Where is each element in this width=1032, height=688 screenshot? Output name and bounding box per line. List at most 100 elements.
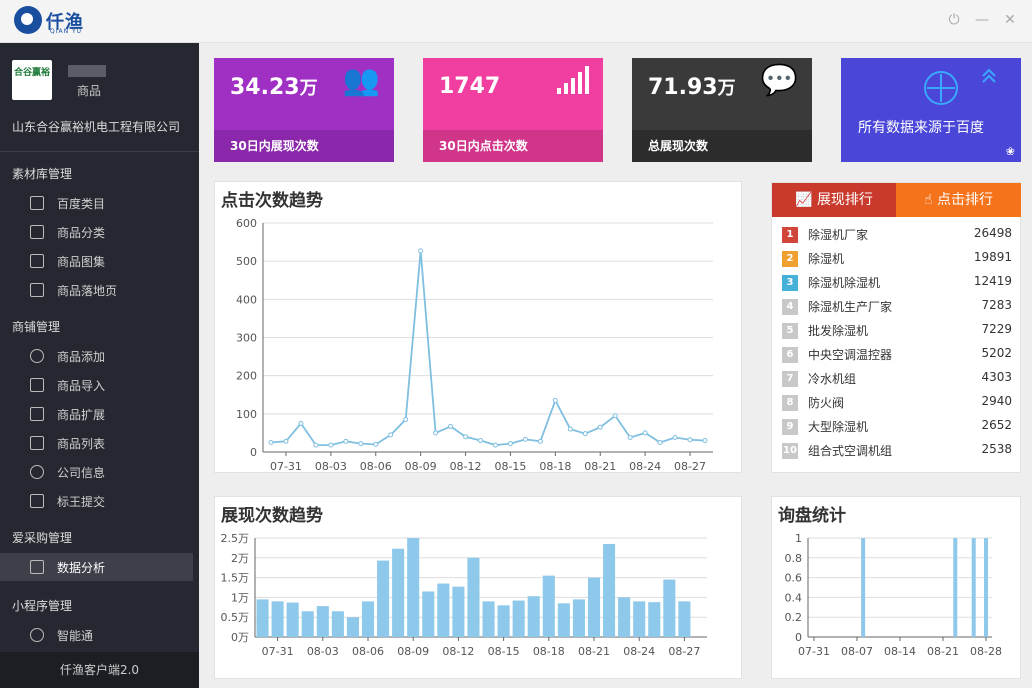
- sidebar-item-badge-submit[interactable]: 标王提交: [0, 487, 193, 515]
- sidebar-item-product-list[interactable]: 商品列表: [0, 429, 193, 457]
- bar: [271, 601, 284, 637]
- x-tick-label: 08-03: [315, 460, 347, 472]
- sidebar-item-extend-product[interactable]: 商品扩展: [0, 400, 193, 428]
- bar: [861, 538, 866, 637]
- data-point: [478, 438, 484, 444]
- signal-icon: [555, 66, 589, 102]
- rank-number: 5: [782, 323, 798, 339]
- list-item[interactable]: 6 中央空调温控器 5202: [782, 343, 1012, 367]
- sidebar-item-label: 商品添加: [57, 350, 106, 364]
- sidebar-item-landing-page[interactable]: 商品落地页: [0, 276, 193, 304]
- data-point: [507, 441, 513, 447]
- rank-value: 5202: [981, 346, 1012, 360]
- tab-click-rank[interactable]: ☝ 点击排行: [896, 183, 1021, 217]
- minimize-icon[interactable]: —: [975, 12, 989, 28]
- y-tick-label: 0: [795, 631, 802, 644]
- shop-type: 商品: [77, 84, 102, 98]
- import-icon: [30, 378, 44, 392]
- y-tick-label: 0.8: [785, 552, 803, 565]
- inquiry-panel: 询盘统计 0 0.2 0.4 0.6 0.8 1 07-31 08-07 08-14 08-21 0…: [771, 496, 1021, 679]
- x-tick-label: 08-21: [578, 645, 610, 658]
- y-tick-label: 0.2: [785, 611, 803, 624]
- y-tick-label: 0.6: [785, 572, 803, 585]
- power-icon[interactable]: ⏻: [948, 12, 960, 28]
- tab-impression-rank[interactable]: 📈 展现排行: [772, 183, 896, 217]
- bar: [407, 538, 420, 637]
- rank-keyword: 防火阀: [808, 396, 845, 410]
- list-item[interactable]: 9 大型除湿机 2652: [782, 415, 1012, 439]
- close-icon[interactable]: ✕: [1004, 12, 1016, 28]
- bar: [572, 599, 585, 637]
- y-tick-label: 400: [236, 293, 257, 306]
- bar: [603, 543, 616, 637]
- click-trend-title: 点击次数趋势: [221, 191, 323, 211]
- list-item[interactable]: 1 除湿机厂家 26498: [782, 223, 1012, 247]
- data-point: [328, 442, 334, 448]
- sidebar-item-baidu-category[interactable]: 百度类目: [0, 189, 193, 217]
- x-tick-label: 07-31: [270, 460, 302, 472]
- ranking-tabs: 📈 展现排行 ☝ 点击排行: [772, 183, 1021, 217]
- rank-value: 26498: [973, 226, 1012, 240]
- sidebar-item-label: 商品落地页: [57, 284, 118, 298]
- rank-value: 2652: [981, 418, 1012, 432]
- data-point: [358, 441, 364, 447]
- sidebar-item-label: 智能通: [57, 629, 94, 643]
- bar: [422, 591, 435, 637]
- sidebar-item-smart[interactable]: 智能通: [0, 621, 193, 649]
- y-tick-label: 1万: [231, 591, 249, 604]
- bar: [633, 601, 646, 637]
- list-item[interactable]: 10 组合式空调机组 2538: [782, 439, 1012, 463]
- data-point: [268, 439, 274, 445]
- bar: [286, 602, 299, 637]
- list-item[interactable]: 2 除湿机 19891: [782, 247, 1012, 271]
- data-point: [418, 248, 424, 254]
- list-item[interactable]: 3 除湿机除湿机 12419: [782, 271, 1012, 295]
- x-tick-label: 08-07: [841, 645, 873, 658]
- impression-trend-chart: 0万 0.5万 1万 1.5万 2万 2.5万 07-31 08-03 08-06 08-09 08…: [221, 532, 707, 658]
- x-tick-label: 08-24: [623, 645, 655, 658]
- rank-number: 7: [782, 371, 798, 387]
- list-item[interactable]: 7 冷水机组 4303: [782, 367, 1012, 391]
- sidebar-item-product-gallery[interactable]: 商品图集: [0, 247, 193, 275]
- bar: [467, 557, 480, 637]
- list-item[interactable]: 8 防火阀 2940: [782, 391, 1012, 415]
- stat-label: 总展现次数: [632, 130, 812, 162]
- bar: [452, 586, 465, 637]
- x-tick-label: 08-18: [533, 645, 565, 658]
- sidebar-item-company-info[interactable]: 公司信息: [0, 458, 193, 486]
- sidebar-item-label: 数据分析: [57, 561, 106, 575]
- sidebar-item-data-analysis[interactable]: 数据分析: [0, 553, 193, 581]
- bar: [971, 538, 976, 637]
- extend-icon: [30, 407, 44, 421]
- bar: [542, 575, 555, 637]
- bar: [557, 603, 570, 637]
- baidu-source-text: 所有数据来源于百度: [858, 120, 984, 136]
- plus-circle-icon: [30, 349, 44, 363]
- rank-value: 2538: [981, 442, 1012, 456]
- page-icon: [30, 283, 44, 297]
- impression-trend-title: 展现次数趋势: [221, 506, 323, 526]
- data-point: [627, 434, 633, 440]
- sidebar-item-import-product[interactable]: 商品导入: [0, 371, 193, 399]
- tab-label: 点击排行: [936, 192, 993, 208]
- x-tick-label: 08-09: [405, 460, 437, 472]
- users-icon: 👥: [342, 63, 380, 98]
- app-name: 仟渔: [46, 12, 84, 33]
- data-point: [313, 442, 319, 448]
- data-point: [403, 417, 409, 423]
- rank-number: 6: [782, 347, 798, 363]
- bar: [678, 601, 691, 637]
- stat-label: 30日内点击次数: [423, 130, 603, 162]
- data-point: [492, 442, 498, 448]
- x-tick-label: 08-21: [927, 645, 959, 658]
- x-tick-label: 08-09: [397, 645, 429, 658]
- list-item[interactable]: 5 批发除湿机 7229: [782, 319, 1012, 343]
- data-point: [373, 441, 379, 447]
- data-point: [298, 420, 304, 426]
- sidebar-item-product-category[interactable]: 商品分类: [0, 218, 193, 246]
- rank-value: 12419: [973, 274, 1012, 288]
- data-point: [448, 423, 454, 429]
- x-tick-label: 08-12: [442, 645, 474, 658]
- list-item[interactable]: 4 除湿机生产厂家 7283: [782, 295, 1012, 319]
- sidebar-item-add-product[interactable]: 商品添加: [0, 342, 193, 370]
